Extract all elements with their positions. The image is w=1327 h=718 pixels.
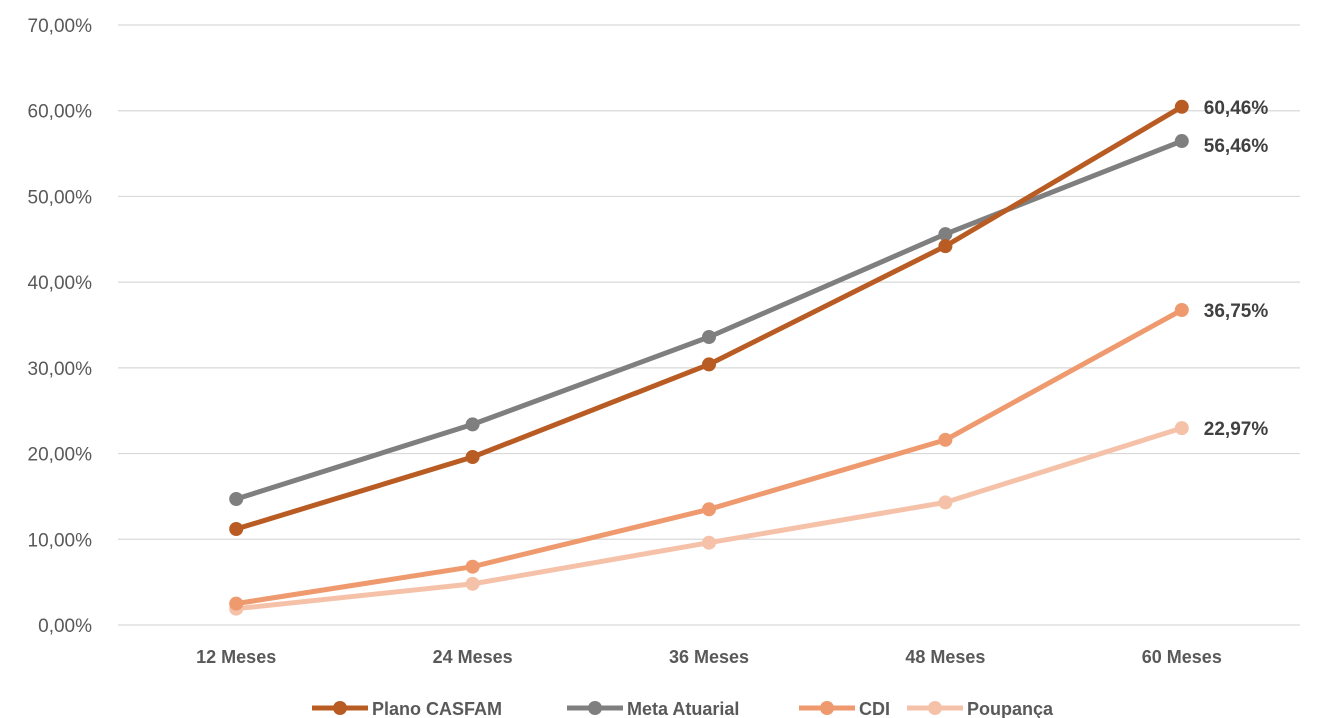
data-point [465, 559, 480, 574]
legend-label: Plano CASFAM [372, 699, 502, 718]
series-plano-casfam [229, 99, 1189, 536]
series-group [229, 99, 1189, 616]
legend-label: CDI [859, 699, 890, 718]
y-tick-label: 10,00% [28, 530, 93, 551]
x-axis-ticks: 12 Meses 24 Meses 36 Meses 48 Meses 60 Meses [196, 647, 1222, 667]
legend-marker [928, 701, 942, 715]
y-tick-label: 30,00% [28, 359, 93, 380]
x-tick-label: 60 Meses [1142, 647, 1222, 667]
y-tick-label: 0,00% [38, 616, 92, 637]
end-data-label: 36,75% [1204, 301, 1269, 322]
x-tick-label: 48 Meses [905, 647, 985, 667]
data-point [1174, 99, 1189, 114]
y-tick-label: 20,00% [28, 445, 93, 466]
data-point [1174, 303, 1189, 317]
data-point [1174, 421, 1189, 436]
end-data-label: 60,46% [1204, 98, 1269, 119]
legend-marker [820, 701, 834, 715]
y-tick-label: 40,00% [28, 273, 93, 294]
legend-item: Plano CASFAM [312, 699, 502, 718]
series-line [233, 138, 1185, 502]
data-point [938, 227, 953, 242]
data-point [465, 417, 480, 432]
legend-marker [333, 701, 347, 715]
data-point [702, 330, 716, 344]
end-data-label: 22,97% [1204, 419, 1269, 440]
gridlines [118, 24, 1300, 626]
legend-marker [588, 701, 602, 715]
data-point [702, 502, 716, 517]
series-line [233, 104, 1185, 532]
legend: Plano CASFAM Meta Atuarial CDI Poupança [312, 699, 1054, 718]
data-labels: 60,46% 56,46% 36,75% 22,97% [1204, 98, 1269, 440]
x-tick-label: 24 Meses [433, 647, 513, 667]
data-point [229, 522, 244, 536]
x-tick-label: 12 Meses [196, 647, 276, 667]
y-tick-label: 70,00% [28, 16, 93, 37]
legend-item: Poupança [907, 699, 1054, 718]
legend-label: Poupança [967, 699, 1054, 718]
data-point [229, 596, 244, 611]
end-data-label: 56,46% [1204, 136, 1269, 157]
data-point [465, 576, 480, 591]
x-tick-label: 36 Meses [669, 647, 749, 667]
data-point [229, 492, 244, 506]
y-tick-label: 50,00% [28, 187, 93, 208]
series-cdi [229, 303, 1189, 611]
legend-item: Meta Atuarial [567, 699, 739, 718]
data-point [938, 239, 953, 254]
data-point [702, 357, 716, 372]
data-point [465, 450, 480, 464]
data-point [938, 495, 953, 510]
data-point [702, 535, 716, 550]
legend-item: CDI [799, 699, 890, 718]
legend-label: Meta Atuarial [627, 699, 739, 718]
y-tick-label: 60,00% [28, 102, 93, 123]
y-axis-ticks: 0,00% 10,00% 20,00% 30,00% 40,00% 50,00% 60,00… [28, 16, 93, 637]
series-meta-atuarial [229, 134, 1189, 506]
series-poupança [229, 421, 1189, 616]
data-point [938, 432, 953, 447]
data-point [1174, 134, 1189, 149]
